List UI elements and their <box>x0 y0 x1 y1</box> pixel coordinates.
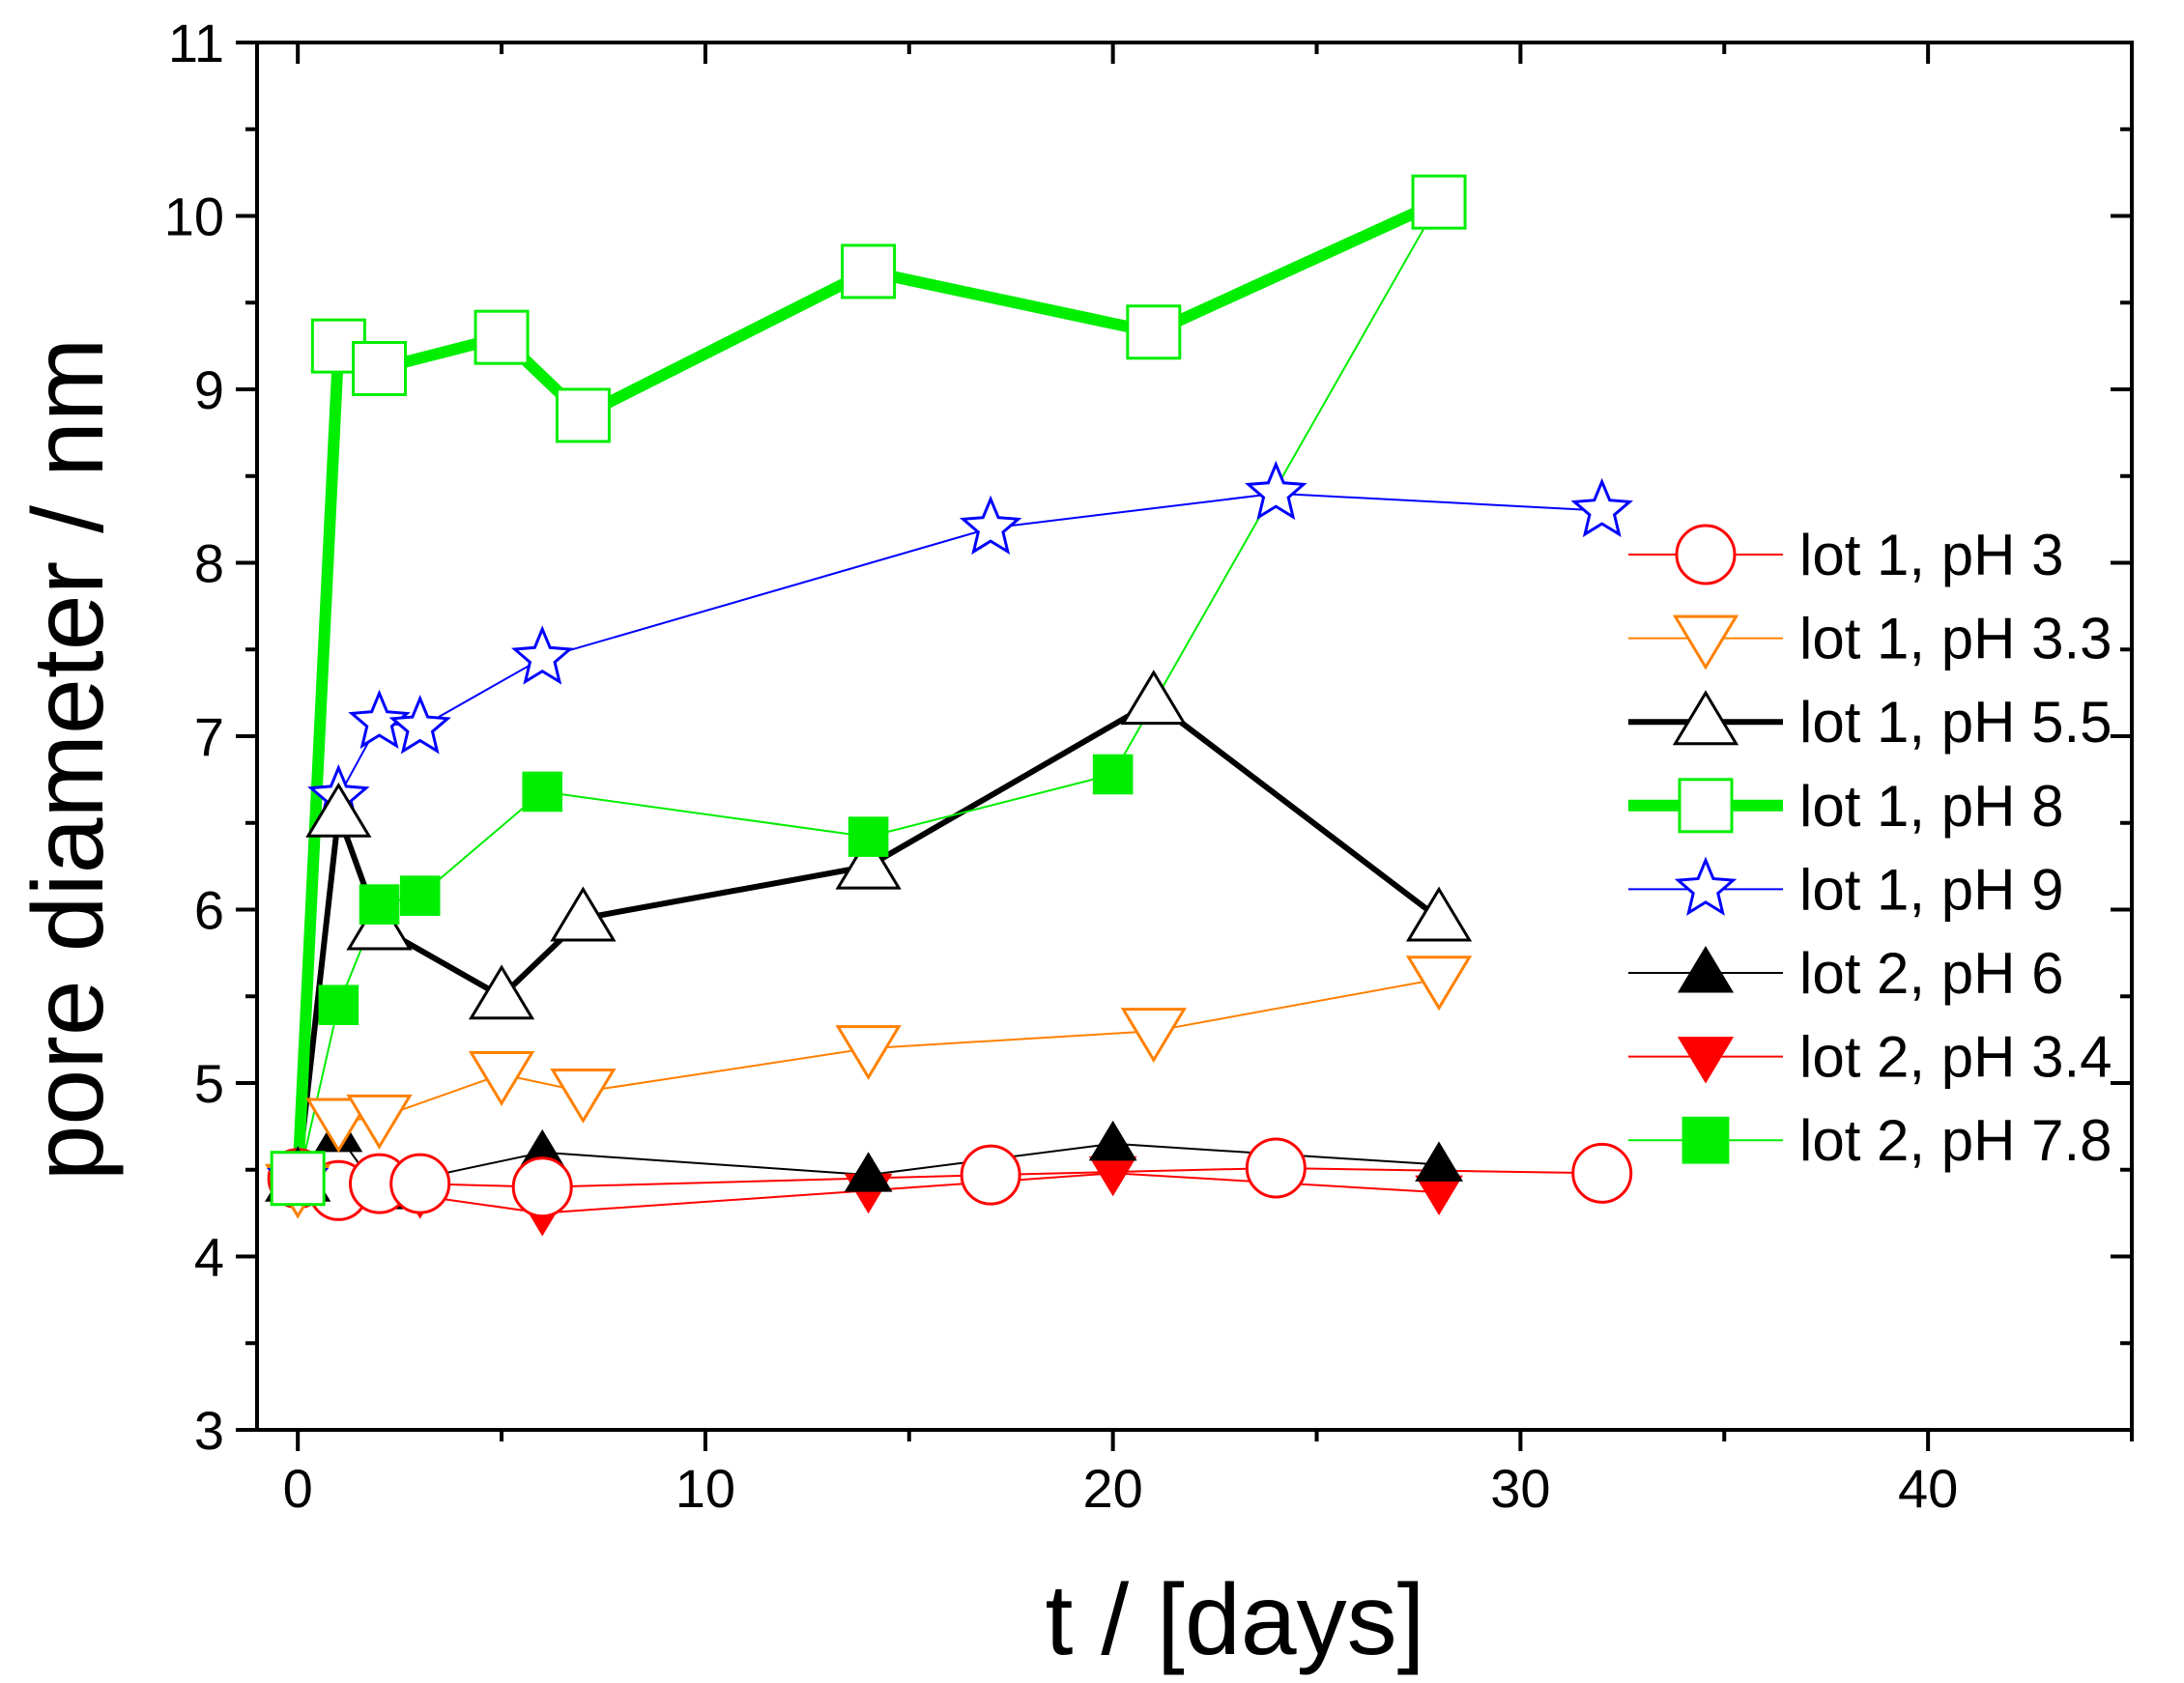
data-point <box>844 1152 893 1192</box>
legend-marker <box>1675 524 1737 585</box>
data-point <box>474 309 530 365</box>
legend-marker <box>1672 690 1739 746</box>
data-point <box>841 243 897 300</box>
data-point <box>1415 1175 1463 1216</box>
data-point <box>960 1144 1021 1206</box>
data-point <box>318 984 359 1026</box>
data-point <box>352 340 408 396</box>
legend-label: lot 1, pH 5.5 <box>1799 690 2112 755</box>
data-point <box>1415 1141 1463 1182</box>
y-tick-label: 8 <box>194 533 224 594</box>
legend-label: lot 1, pH 3.3 <box>1799 607 2112 671</box>
series-line-0 <box>297 1167 1603 1192</box>
data-point <box>848 816 889 857</box>
data-point <box>305 1098 372 1154</box>
legend-item: lot 1, pH 3 <box>1628 523 2064 587</box>
data-point <box>305 782 372 838</box>
data-point <box>835 1025 902 1081</box>
y-tick-label: 6 <box>194 880 224 941</box>
x-tick-label: 20 <box>1083 1458 1143 1519</box>
data-point <box>1570 477 1634 538</box>
legend-marker <box>1678 778 1734 834</box>
data-point <box>550 886 617 942</box>
legend-label: lot 2, pH 6 <box>1799 941 2064 1006</box>
data-point <box>388 695 451 755</box>
data-point <box>1571 1142 1633 1204</box>
y-axis-ticks: 3 4 5 6 7 8 9 10 11 <box>164 13 2132 1461</box>
legend-item: lot 2, pH 7.8 <box>1628 1108 2112 1173</box>
y-tick-label: 4 <box>194 1227 224 1288</box>
y-axis-title: pore diameter / nm <box>13 338 125 1182</box>
data-point <box>348 689 411 750</box>
legend-label: lot 1, pH 3 <box>1799 523 2064 587</box>
series-line-2 <box>295 699 1442 1182</box>
data-point <box>510 625 574 685</box>
legend-label: lot 1, pH 8 <box>1799 774 2064 839</box>
y-tick-label: 5 <box>194 1053 224 1114</box>
legend-item: lot 1, pH 8 <box>1628 774 2064 839</box>
x-axis-title: t / [days] <box>1045 1564 1424 1676</box>
legend-marker <box>1677 946 1735 993</box>
data-point <box>389 1153 451 1214</box>
data-point <box>468 1051 535 1106</box>
data-point <box>1088 1155 1137 1197</box>
data-point <box>550 1068 617 1124</box>
data-point <box>1088 1120 1137 1161</box>
data-point <box>959 495 1022 556</box>
legend-label: lot 2, pH 7.8 <box>1799 1108 2112 1173</box>
data-point <box>1411 174 1467 230</box>
legend-item: lot 1, pH 3.3 <box>1628 607 2112 671</box>
data-point <box>1120 670 1187 726</box>
legend-marker <box>1674 856 1738 916</box>
data-point <box>1405 886 1473 942</box>
y-tick-label: 9 <box>194 359 224 420</box>
y-tick-label: 10 <box>164 186 224 247</box>
y-tick-label: 11 <box>168 13 224 73</box>
data-point <box>835 834 902 890</box>
legend-item: lot 2, pH 3.4 <box>1628 1025 2112 1090</box>
data-point <box>522 771 563 813</box>
data-point <box>1092 754 1134 795</box>
x-tick-label: 10 <box>675 1458 735 1519</box>
data-point <box>359 884 400 925</box>
x-axis-ticks: 0 10 20 30 40 <box>283 43 2134 1519</box>
legend-marker <box>1681 1116 1730 1164</box>
x-tick-label: 30 <box>1490 1458 1550 1519</box>
x-tick-label: 40 <box>1898 1458 1958 1519</box>
y-tick-label: 3 <box>194 1400 224 1461</box>
data-point <box>511 1156 573 1218</box>
legend-label: lot 2, pH 3.4 <box>1799 1025 2112 1090</box>
data-point <box>1245 460 1308 521</box>
legend: lot 1, pH 3 lot 1, pH 3.3 lot 1, pH 5.5 lot… <box>1628 523 2112 1173</box>
y-tick-label: 7 <box>194 706 224 767</box>
legend-item: lot 1, pH 5.5 <box>1628 690 2112 755</box>
data-point <box>1245 1137 1307 1199</box>
legend-marker <box>1677 1037 1735 1084</box>
data-point <box>1120 1008 1187 1064</box>
legend-item: lot 2, pH 6 <box>1628 941 2064 1006</box>
legend-label: lot 1, pH 9 <box>1799 857 2064 922</box>
data-point <box>468 964 535 1020</box>
data-point <box>555 387 611 443</box>
x-tick-label: 0 <box>283 1458 313 1519</box>
series-markers <box>265 174 1634 1237</box>
legend-item: lot 1, pH 9 <box>1628 856 2064 922</box>
data-point <box>346 1094 413 1150</box>
data-point <box>399 875 441 916</box>
legend-marker <box>1672 614 1739 670</box>
data-point <box>270 1151 326 1207</box>
data-point <box>1126 304 1182 360</box>
data-point <box>1405 956 1473 1012</box>
